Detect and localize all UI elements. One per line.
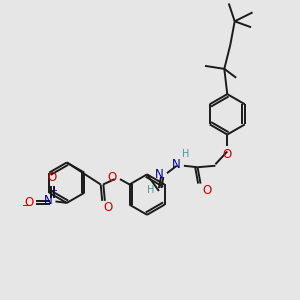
Text: O: O — [103, 201, 112, 214]
Text: N: N — [44, 194, 52, 207]
Text: H: H — [147, 184, 155, 194]
Text: O: O — [47, 171, 56, 184]
Text: O: O — [24, 196, 33, 208]
Text: N: N — [172, 158, 180, 171]
Text: H: H — [182, 149, 189, 159]
Text: O: O — [202, 184, 211, 197]
Text: −: − — [21, 201, 31, 211]
Text: O: O — [108, 171, 117, 184]
Text: +: + — [50, 186, 57, 195]
Text: O: O — [223, 148, 232, 161]
Text: N: N — [155, 168, 164, 181]
